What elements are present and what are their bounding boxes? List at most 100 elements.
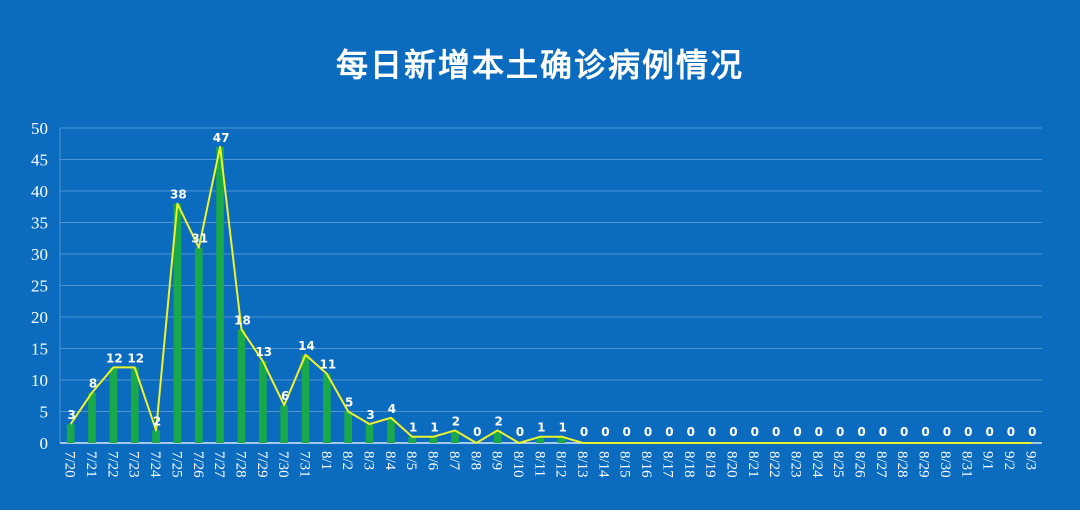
bar [173, 203, 182, 443]
x-tick-label: 7/28 [232, 451, 248, 478]
x-tick-label: 8/31 [958, 451, 974, 478]
data-label: 0 [1007, 425, 1015, 439]
data-label: 3 [366, 408, 374, 422]
x-tick-label: 8/27 [873, 451, 889, 478]
data-label: 12 [127, 351, 144, 365]
data-label: 0 [793, 425, 801, 439]
x-tick-label: 8/16 [638, 451, 654, 478]
data-label: 31 [191, 232, 208, 246]
x-tick-label: 8/13 [574, 451, 590, 478]
x-tick-label: 7/25 [168, 451, 184, 478]
bar [216, 146, 224, 443]
series-line [69, 145, 1032, 444]
chart-title: 每日新增本土确诊病例情况 [335, 46, 744, 84]
data-label: 12 [106, 351, 123, 365]
data-label: 0 [857, 425, 865, 439]
x-tick-label: 7/30 [275, 451, 291, 478]
data-label: 1 [409, 421, 417, 435]
x-tick-label: 9/1 [980, 451, 996, 470]
data-label: 0 [985, 425, 993, 439]
bar [536, 436, 545, 443]
x-tick-label: 7/29 [254, 451, 270, 478]
bar [130, 367, 139, 443]
bar [237, 329, 246, 443]
data-label: 11 [319, 358, 336, 372]
data-label: 3 [67, 408, 75, 422]
data-label: 0 [751, 425, 759, 439]
x-tick-label: 7/20 [62, 451, 78, 478]
x-tick-label: 8/28 [894, 451, 910, 478]
bar [429, 436, 438, 443]
x-tick-label: 8/29 [916, 451, 932, 478]
data-label: 0 [665, 425, 673, 439]
bar [557, 436, 566, 443]
x-tick-label: 8/25 [830, 451, 846, 478]
x-tick-label: 8/11 [531, 451, 547, 477]
data-label: 0 [772, 425, 780, 439]
x-tick-label: 8/17 [659, 451, 675, 478]
x-tick-label: 8/6 [425, 451, 441, 471]
data-label: 14 [298, 339, 315, 353]
data-label: 8 [89, 377, 97, 391]
bar [152, 430, 160, 443]
y-tick-label: 5 [40, 403, 49, 422]
y-tick-label: 0 [40, 434, 49, 453]
y-tick-label: 25 [31, 277, 48, 296]
y-tick-label: 45 [31, 151, 48, 170]
data-label: 4 [388, 402, 396, 416]
x-tick-label: 8/24 [809, 451, 825, 478]
data-label: 0 [601, 425, 609, 439]
data-label: 1 [558, 421, 566, 435]
x-tick-label: 8/7 [446, 451, 462, 471]
x-tick-label: 8/5 [403, 451, 419, 470]
data-label: 0 [644, 425, 652, 439]
bar [280, 405, 288, 443]
y-tick-label: 35 [31, 214, 48, 233]
data-label: 0 [900, 425, 908, 439]
bar [344, 411, 353, 443]
x-tick-label: 8/15 [617, 451, 633, 478]
bar [66, 424, 75, 443]
data-label: 5 [345, 396, 353, 410]
data-label: 0 [879, 425, 887, 439]
data-label: 1 [430, 421, 438, 435]
data-label: 2 [494, 414, 502, 428]
x-tick-label: 8/22 [766, 451, 782, 478]
data-label: 13 [255, 345, 272, 359]
x-tick-label: 8/26 [852, 451, 868, 478]
x-tick-label: 8/23 [788, 451, 804, 478]
bar [323, 373, 331, 443]
data-label: 0 [708, 425, 716, 439]
data-label: 2 [452, 414, 460, 428]
data-label: 1 [537, 421, 545, 435]
data-label: 0 [943, 425, 951, 439]
bar [88, 392, 96, 443]
data-label: 0 [729, 425, 737, 439]
data-label: 2 [153, 414, 161, 428]
data-label: 0 [580, 425, 588, 439]
x-tick-label: 7/23 [126, 451, 142, 478]
bar [258, 361, 267, 443]
bar [408, 436, 417, 443]
x-tick-label: 7/22 [104, 451, 120, 478]
bar [365, 424, 374, 443]
y-tick-label: 40 [31, 182, 48, 201]
x-tick-label: 8/12 [553, 451, 569, 478]
bar [387, 417, 395, 443]
data-label: 0 [623, 425, 631, 439]
bar [194, 247, 203, 443]
x-tick-label: 8/4 [382, 451, 398, 471]
x-tick-label: 8/8 [467, 451, 483, 470]
x-tick-label: 7/27 [211, 451, 227, 478]
data-label: 18 [234, 314, 251, 328]
x-tick-label: 8/30 [937, 451, 953, 478]
y-tick-label: 10 [31, 371, 48, 390]
data-label: 0 [836, 425, 844, 439]
data-label: 0 [1028, 425, 1036, 439]
x-tick-label: 8/10 [510, 451, 526, 478]
x-tick-label: 7/21 [83, 451, 99, 478]
x-tick-label: 8/20 [723, 451, 739, 478]
bar [493, 430, 502, 443]
data-label: 0 [687, 425, 695, 439]
